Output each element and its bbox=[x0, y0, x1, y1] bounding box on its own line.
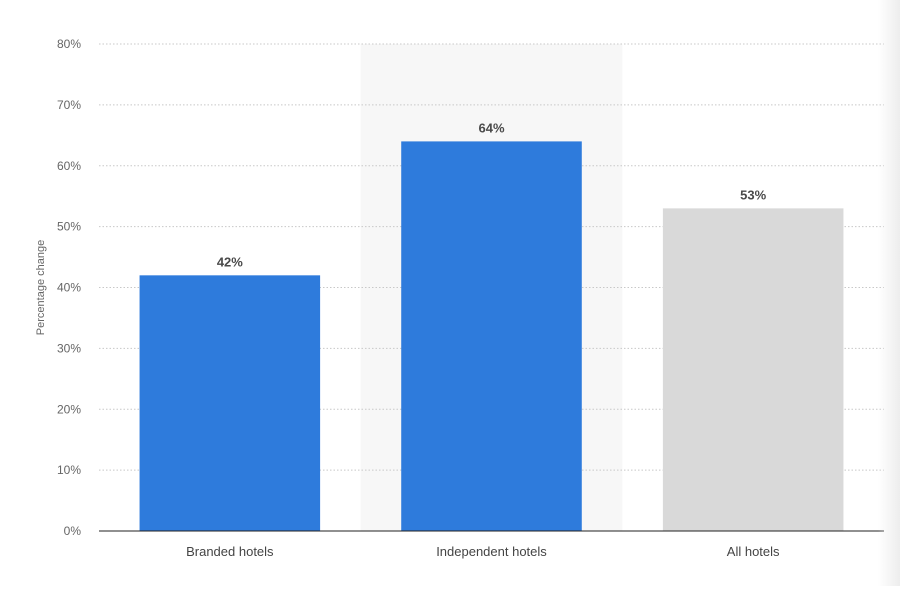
y-tick-label: 0% bbox=[64, 524, 82, 538]
data-labels: 42% 64% 53% bbox=[217, 120, 767, 269]
y-tick-label: 10% bbox=[57, 463, 81, 477]
bar bbox=[401, 141, 582, 531]
bar bbox=[139, 275, 321, 531]
y-tick-label: 70% bbox=[57, 98, 81, 112]
y-tick-label: 40% bbox=[57, 281, 81, 295]
bar-value-label: 64% bbox=[478, 120, 504, 135]
y-axis-title: Percentage change bbox=[35, 240, 47, 335]
x-tick-label: All hotels bbox=[727, 544, 780, 559]
y-tick-label: 50% bbox=[57, 220, 81, 234]
y-axis-ticks: 0% 10% 20% 30% 40% 50% 60% 70% 80% bbox=[57, 37, 81, 538]
x-axis-ticks: Branded hotels Independent hotels All hote… bbox=[186, 544, 780, 559]
y-tick-label: 20% bbox=[57, 402, 81, 416]
bar-value-label: 42% bbox=[217, 254, 243, 269]
y-tick-label: 80% bbox=[57, 37, 81, 51]
bars bbox=[139, 141, 844, 532]
x-tick-label: Independent hotels bbox=[436, 544, 547, 559]
y-tick-label: 30% bbox=[57, 341, 81, 355]
bar-value-label: 53% bbox=[740, 187, 766, 202]
bar bbox=[662, 208, 844, 532]
x-tick-label: Branded hotels bbox=[186, 544, 274, 559]
y-tick-label: 60% bbox=[57, 159, 81, 173]
right-edge-shadow bbox=[878, 0, 900, 586]
